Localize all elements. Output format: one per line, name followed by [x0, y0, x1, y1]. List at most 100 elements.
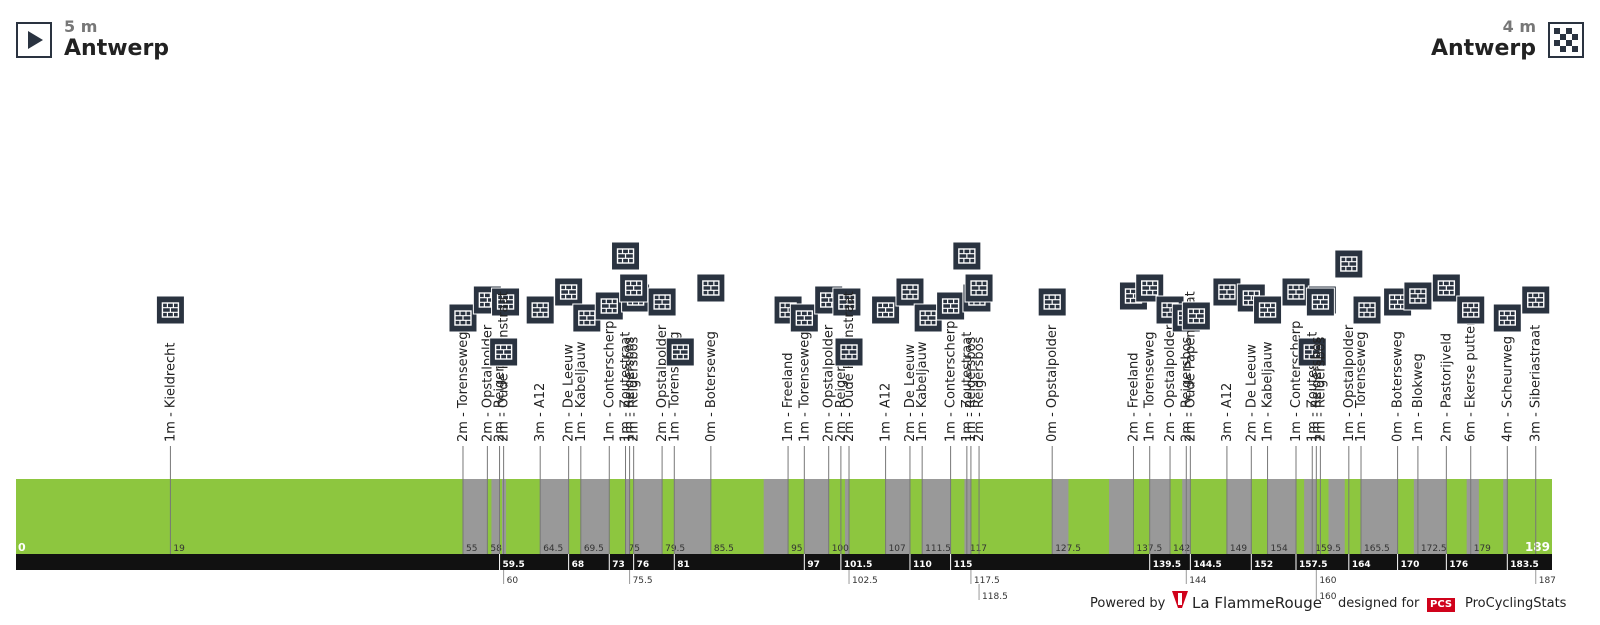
pcs-brand-text: ProCyclingStats: [1465, 596, 1567, 611]
cobble-icon: [871, 295, 901, 325]
profile-km-label: 159.5: [1315, 544, 1341, 554]
cobble-icon: [1403, 281, 1433, 311]
cobble-sector: [1304, 479, 1317, 554]
axis-km-label: 144: [1189, 576, 1206, 586]
axis-km-label: 139.5: [1153, 560, 1181, 570]
cobble-icon: [834, 337, 864, 367]
profile-km-label: 58: [490, 544, 502, 554]
cobble-marker: 1m - Zoutestraat: [611, 241, 641, 554]
cobble-icon: [895, 277, 925, 307]
marker-label: 1m - Conterscherp: [602, 321, 617, 442]
cobble-marker: 2m - De Leeuw: [895, 277, 925, 554]
axis-km-label: 73: [612, 560, 625, 570]
marker-label: 1m - Kieldrecht: [163, 343, 178, 442]
cobble-icon: [489, 337, 519, 367]
axis-km-label: 160: [1319, 576, 1336, 586]
cobble-icon: [554, 277, 584, 307]
cobble-marker: 2m - Pastorijveld: [1431, 273, 1461, 554]
marker-label: 1m - Torenseweg: [1143, 331, 1158, 442]
cobble-sector: [580, 479, 610, 554]
axis-start-label: 0: [18, 541, 26, 554]
cobble-sector: [1226, 479, 1252, 554]
cobble-sector: [1413, 479, 1447, 554]
cobble-sector: [633, 479, 663, 554]
cobble-marker: 4m - Scheurweg: [1492, 303, 1522, 554]
start-city: Antwerp: [64, 36, 170, 61]
cobble-marker: 0m - Opstalpolder: [1037, 287, 1067, 554]
cobble-marker: 1m - Torenseweg: [1135, 273, 1165, 554]
cobble-marker: 2m - Freeland: [1118, 281, 1148, 554]
marker-label: 1m - Blokweg: [1411, 353, 1426, 442]
axis-km-label: 76: [637, 560, 650, 570]
cobble-marker: 2m - Oude Papenstraat: [1181, 291, 1211, 554]
axis-km-label: 117.5: [974, 576, 1000, 586]
finish-flag-icon: [1548, 22, 1584, 58]
cobble-icon: [1181, 301, 1211, 331]
cobble-sector: [1109, 479, 1134, 554]
cobble-marker: 2m - Torenseweg: [448, 303, 478, 554]
cobble-marker: 3m - A12: [1212, 277, 1242, 554]
marker-label: 1m - Freeland: [781, 352, 796, 442]
profile-km-label: 154: [1271, 544, 1288, 554]
axis-km-label: 81: [677, 560, 690, 570]
marker-label: 1m - Kabeljauw: [915, 341, 930, 442]
cobble-marker: 2m - Oude Papenstraat: [489, 291, 519, 554]
profile-km-label: 117: [970, 544, 987, 554]
cobble-icon: [936, 291, 966, 321]
marker-label: 2m - Opstalpolder: [822, 324, 837, 442]
cobble-icon: [594, 291, 624, 321]
profile-km-label: 127.5: [1055, 544, 1081, 554]
cobble-icon: [1352, 295, 1382, 325]
axis-km-label: 68: [572, 560, 585, 570]
cobble-icon: [1253, 295, 1283, 325]
cobble-icon: [1037, 287, 1067, 317]
marker-label: 2m - Reigersbos: [1179, 336, 1194, 442]
cobble-icon: [1135, 273, 1165, 303]
marker-label: 6m - Ekerse putten: [1464, 318, 1479, 442]
cobble-sector: [885, 479, 910, 554]
marker-label: 0m - Boterseweg: [704, 331, 719, 442]
marker-label: 2m - Torenseweg: [456, 331, 471, 442]
cobble-sector: [462, 479, 488, 554]
marker-label: 2m - Pastorijveld: [1439, 333, 1454, 442]
cobble-marker: 1m - Opstalpolder: [1334, 249, 1364, 554]
cobble-icon: [647, 287, 677, 317]
axis-km-label: 118.5: [982, 592, 1008, 602]
cobble-icon: [611, 241, 641, 271]
start-flag-icon: [16, 22, 52, 58]
cobble-marker: 1m - Kieldrecht: [155, 295, 185, 554]
cobble-icon: [952, 241, 982, 271]
cobble-icon: [448, 303, 478, 333]
profile-km-label: 149: [1230, 544, 1247, 554]
cobble-marker: 1m - Torenseweg: [1352, 295, 1382, 554]
marker-label: 1m - Reigersbos: [1309, 336, 1324, 442]
cobble-sector: [1466, 479, 1479, 554]
marker-label: 1m - Zoutestraat: [619, 332, 634, 442]
cobble-icon: [665, 337, 695, 367]
profile-km-label: 64.5: [543, 544, 563, 554]
marker-label: 2m - De Leeuw: [562, 344, 577, 442]
cobble-sector: [1503, 479, 1508, 554]
cobble-icon: [964, 273, 994, 303]
cobble-marker: 1m - Conterscherp: [1281, 277, 1311, 554]
axis-km-label: 97: [807, 560, 820, 570]
axis-km-label: 101.5: [844, 560, 872, 570]
profile-km-label: 79.5: [665, 544, 685, 554]
cobble-icon: [1212, 277, 1242, 307]
cobble-marker: 2m - Reigersbos: [1305, 287, 1335, 554]
marker-label: 2m - Reigersbos: [972, 336, 987, 442]
marker-label: 0m - Boterseweg: [1391, 331, 1406, 442]
powered-by-label: Powered by: [1090, 596, 1166, 611]
cobble-marker: 0m - Boterseweg: [696, 273, 726, 554]
axis-km-label: 164: [1352, 560, 1371, 570]
cobble-sector: [964, 479, 971, 554]
marker-label: 2m - De Leeuw: [1244, 344, 1259, 442]
cobble-icon: [1305, 287, 1335, 317]
profile-km-label: 111.5: [925, 544, 951, 554]
marker-label: 1m - Torenseweg: [1354, 331, 1369, 442]
cobble-icon: [1334, 249, 1364, 279]
marker-label: 2m - Freeland: [1126, 352, 1141, 442]
cobble-icon: [1281, 277, 1311, 307]
finish-city: Antwerp: [1430, 36, 1536, 61]
